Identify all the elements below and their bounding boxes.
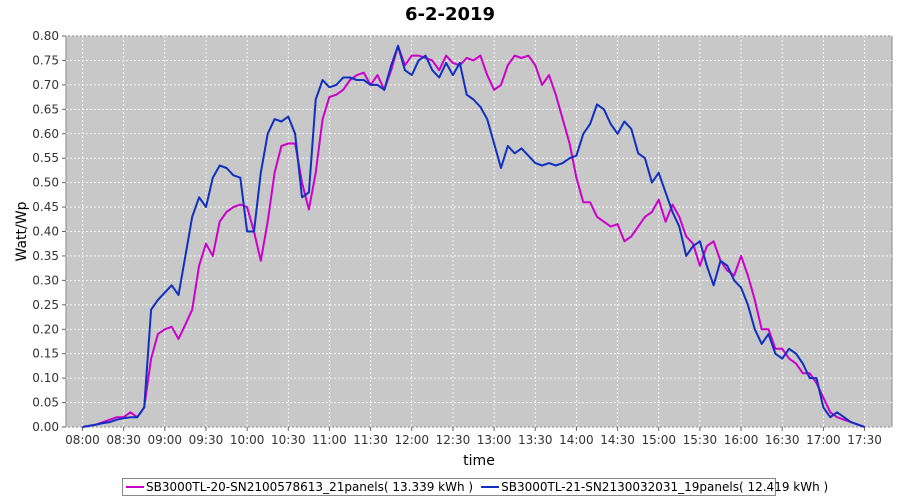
y-tick-label: 0.55 — [32, 151, 59, 165]
legend-item-series-1: SB3000TL-20-SN2100578613_21panels( 13.33… — [126, 480, 473, 494]
y-tick-label: 0.30 — [32, 273, 59, 287]
x-tick-label: 09:30 — [189, 433, 224, 447]
y-tick-label: 0.50 — [32, 176, 59, 190]
y-tick-label: 0.20 — [32, 322, 59, 336]
x-axis-ticks: 08:00 08:30 09:00 09:30 10:00 10:30 11:00 11:30… — [65, 427, 882, 447]
y-axis-ticks: 0.00 0.05 0.10 0.15 0.20 0.25 0.30 0.35 0.40 0.45… — [32, 29, 66, 434]
y-tick-label: 0.35 — [32, 249, 59, 263]
x-tick-label: 14:00 — [559, 433, 594, 447]
y-tick-label: 0.00 — [32, 420, 59, 434]
x-tick-label: 14:30 — [600, 433, 635, 447]
x-tick-label: 08:00 — [65, 433, 100, 447]
x-tick-label: 08:30 — [106, 433, 141, 447]
y-tick-label: 0.05 — [32, 396, 59, 410]
y-tick-label: 0.75 — [32, 53, 59, 67]
x-axis-title: time — [463, 453, 495, 469]
x-tick-label: 11:30 — [353, 433, 388, 447]
x-tick-label: 15:00 — [641, 433, 676, 447]
x-tick-label: 17:30 — [847, 433, 882, 447]
x-tick-label: 09:00 — [147, 433, 182, 447]
y-tick-label: 0.10 — [32, 371, 59, 385]
y-tick-label: 0.80 — [32, 29, 59, 43]
x-tick-label: 12:30 — [436, 433, 471, 447]
y-tick-label: 0.60 — [32, 127, 59, 141]
x-tick-label: 17:00 — [806, 433, 841, 447]
chart-title: 6-2-2019 — [404, 4, 496, 25]
grid-lines — [66, 35, 892, 428]
legend-item-series-2: SB3000TL-21-SN2130032031_19panels( 12.41… — [481, 480, 828, 494]
y-tick-label: 0.65 — [32, 102, 59, 116]
legend-label-series-1: SB3000TL-20-SN2100578613_21panels( 13.33… — [146, 480, 474, 494]
x-tick-label: 10:30 — [271, 433, 306, 447]
x-tick-label: 12:00 — [394, 433, 429, 447]
legend: SB3000TL-20-SN2100578613_21panels( 13.33… — [122, 478, 828, 496]
x-tick-label: 16:00 — [724, 433, 759, 447]
x-tick-label: 10:00 — [230, 433, 265, 447]
x-tick-label: 13:00 — [477, 433, 512, 447]
y-tick-label: 0.70 — [32, 78, 59, 92]
y-tick-label: 0.45 — [32, 200, 59, 214]
series-line-2 — [82, 44, 865, 428]
series-line-1 — [82, 44, 865, 428]
x-tick-label: 13:30 — [518, 433, 553, 447]
x-tick-label: 15:30 — [683, 433, 718, 447]
legend-label-series-2: SB3000TL-21-SN2130032031_19panels( 12.41… — [501, 480, 829, 494]
y-axis-title: Watt/Wp — [14, 201, 30, 261]
y-tick-label: 0.40 — [32, 225, 59, 239]
y-tick-label: 0.25 — [32, 298, 59, 312]
x-tick-label: 11:00 — [312, 433, 347, 447]
series-lines — [82, 44, 865, 428]
legend-swatch-series-2 — [481, 486, 500, 488]
y-tick-label: 0.15 — [32, 347, 59, 361]
legend-swatch-series-1 — [126, 486, 144, 488]
x-tick-label: 16:30 — [765, 433, 800, 447]
